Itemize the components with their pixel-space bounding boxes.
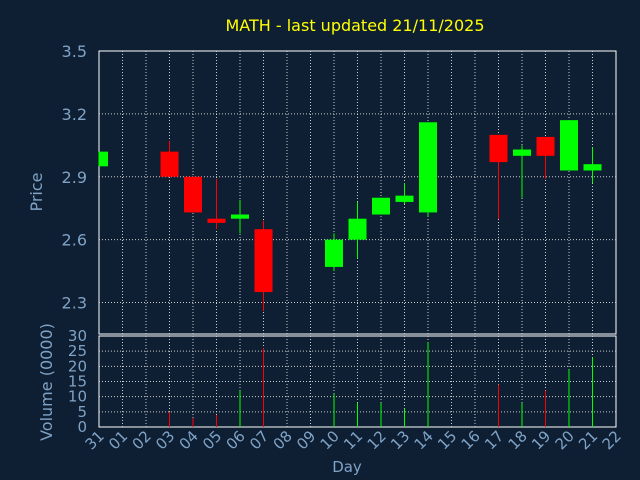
- volume-tick-label: 30: [68, 327, 87, 345]
- x-tick-label: 20: [552, 427, 578, 453]
- price-tick-label: 3.2: [62, 105, 87, 124]
- candle-body: [560, 120, 578, 171]
- candle-body: [583, 164, 602, 171]
- candle-body: [419, 122, 437, 213]
- volume-tick-label: 20: [68, 357, 87, 375]
- x-tick-labels: 3101020304050607080910111213141516171819…: [82, 427, 625, 453]
- price-tick-label: 2.6: [62, 231, 87, 250]
- price-panel: 2.3 2.6 2.9 3.2 3.5: [62, 42, 617, 335]
- candle-body: [325, 239, 343, 267]
- candle-body: [207, 218, 226, 223]
- candle-body: [231, 214, 249, 219]
- volume-tick-label: 0: [77, 418, 87, 436]
- price-tick-label: 3.5: [62, 42, 87, 61]
- volume-axis-label: Volume (0000): [37, 323, 56, 441]
- volume-tick-label: 15: [68, 373, 87, 391]
- x-axis-label: Day: [332, 458, 362, 476]
- candle-body: [536, 136, 555, 156]
- candle-body: [348, 218, 367, 240]
- x-tick-label: 18: [505, 427, 531, 453]
- x-tick-label: 06: [223, 427, 249, 453]
- x-tick-label: 13: [387, 427, 413, 453]
- x-tick-label: 22: [599, 427, 625, 453]
- volume-tick-label: 25: [68, 342, 87, 360]
- volume-tick-label: 5: [77, 403, 87, 421]
- x-tick-label: 01: [105, 427, 131, 453]
- volume-tick-label: 10: [68, 388, 87, 406]
- price-tick-label: 2.9: [62, 168, 87, 187]
- candle-body: [513, 149, 531, 156]
- x-tick-label: 11: [340, 427, 366, 453]
- x-tick-label: 02: [129, 427, 155, 453]
- x-tick-label: 12: [364, 427, 390, 453]
- x-tick-label: 19: [528, 427, 554, 453]
- candle-body: [184, 176, 202, 213]
- candle-body: [489, 134, 508, 163]
- price-tick-label: 2.3: [62, 294, 87, 313]
- x-tick-label: 03: [152, 427, 178, 453]
- x-tick-label: 15: [434, 427, 460, 453]
- x-tick-label: 17: [481, 427, 507, 453]
- price-axis-label: Price: [27, 172, 46, 211]
- candle-body: [372, 197, 390, 215]
- candle-body: [160, 151, 179, 177]
- candle-body: [254, 229, 273, 293]
- x-tick-label: 10: [317, 427, 343, 453]
- x-tick-label: 05: [199, 427, 225, 453]
- x-tick-label: 04: [176, 427, 202, 453]
- candle-body: [395, 195, 414, 202]
- x-tick-label: 16: [458, 427, 484, 453]
- x-tick-label: 09: [293, 427, 319, 453]
- chart-title: MATH - last updated 21/11/2025: [225, 16, 484, 35]
- candle-body: [99, 151, 108, 167]
- x-tick-label: 08: [270, 427, 296, 453]
- x-tick-label: 21: [575, 427, 601, 453]
- x-tick-label: 07: [246, 427, 272, 453]
- x-tick-label: 14: [411, 427, 437, 453]
